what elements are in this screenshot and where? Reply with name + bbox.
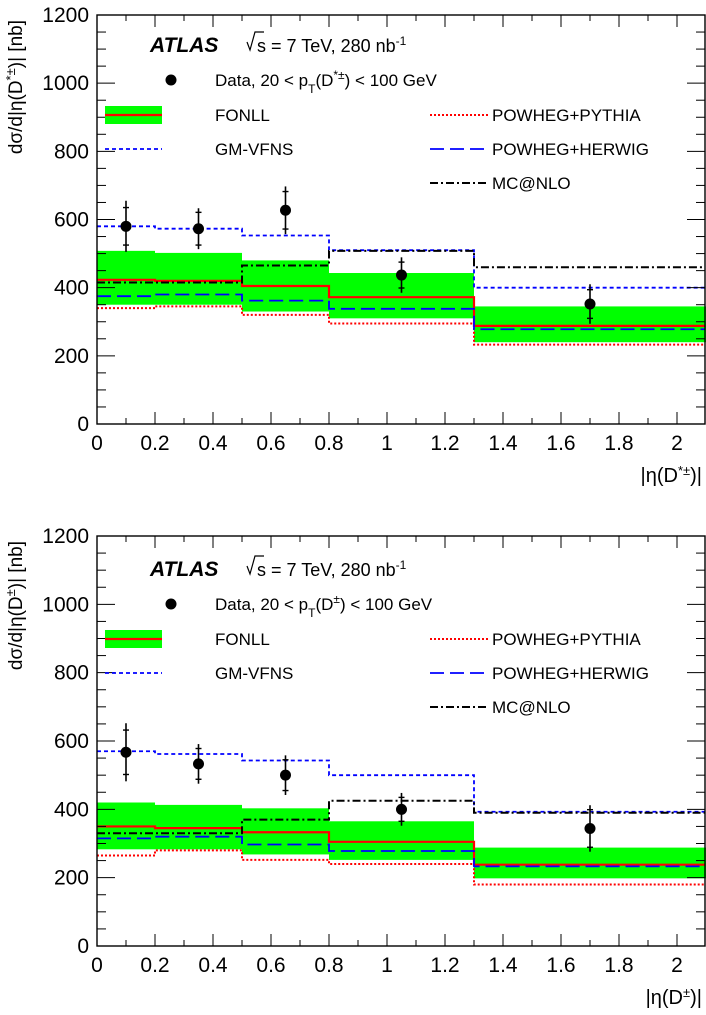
- fonll-uncertainty-band: [155, 253, 242, 305]
- energy-label-text: s = 7 TeV, 280 nb: [257, 36, 396, 56]
- x-axis-label-text: |η(D: [641, 465, 678, 487]
- x-axis-label-text: )|: [690, 465, 702, 487]
- y-axis-label-text: )| [nb]: [6, 541, 27, 589]
- data-point: [121, 221, 132, 232]
- x-tick-label: 0: [91, 432, 103, 455]
- x-tick-label: 0.6: [256, 954, 285, 977]
- x-tick-label: 1.8: [604, 432, 633, 455]
- x-axis-label-text: |η(D: [646, 987, 683, 1009]
- x-tick-label: 0.2: [140, 954, 169, 977]
- legend-data-sup: *±: [333, 68, 345, 82]
- experiment-label: ATLAS: [149, 558, 218, 581]
- data-point: [585, 299, 596, 310]
- y-tick-label: 400: [54, 277, 89, 300]
- energy-label: s = 7 TeV, 280 nb-1: [257, 558, 407, 580]
- x-tick-label: 1.2: [430, 432, 459, 455]
- legend-data-text: ) < 100 GeV: [345, 71, 438, 90]
- y-tick-label: 1000: [42, 72, 89, 95]
- x-axis-label: |η(D±)|: [646, 985, 702, 1010]
- fonll-uncertainty-band: [329, 821, 474, 860]
- x-tick-label: 1: [381, 954, 393, 977]
- x-tick-label: 2: [671, 432, 683, 455]
- fonll-uncertainty-band: [474, 848, 706, 879]
- legend-data-label: Data, 20 < pT(D±) < 100 GeV: [215, 592, 433, 620]
- x-tick-label: 1.4: [488, 954, 518, 977]
- legend-data-text: ) < 100 GeV: [340, 595, 433, 614]
- legend-label-powheg-herwig: POWHEG+HERWIG: [492, 664, 649, 683]
- data-point: [396, 270, 407, 281]
- chart-panel-dstar: 0 0.2 0.4 0.6 0.8 1 1.2 1.4 1.6 1.8 2 0 200 400 600 800…: [3, 4, 706, 487]
- legend-data-marker: [166, 75, 177, 86]
- x-tick-label: 1.4: [488, 432, 518, 455]
- legend-label-mc-nlo: MC@NLO: [492, 174, 571, 193]
- legend-data-text: Data, 20 < p: [215, 71, 308, 90]
- y-axis-label-text: dσ/d|η(D: [6, 80, 27, 154]
- energy-label-sup: -1: [396, 558, 407, 572]
- legend-label-gm-vfns: GM-VFNS: [215, 140, 293, 159]
- y-tick-label: 200: [54, 867, 89, 890]
- y-axis-label-text: dσ/d|η(D: [6, 596, 27, 670]
- y-axis-label-sup: ±: [3, 589, 18, 596]
- y-tick-label: 0: [77, 413, 89, 436]
- legend-data-marker: [166, 599, 177, 610]
- x-tick-label: 1.6: [546, 432, 575, 455]
- legend-label-fonll: FONLL: [215, 106, 270, 125]
- y-tick-label: 800: [54, 140, 89, 163]
- energy-label-sup: -1: [396, 34, 407, 48]
- x-tick-label: 0.2: [140, 432, 169, 455]
- y-tick-label: 800: [54, 662, 89, 685]
- legend-label-fonll: FONLL: [215, 630, 270, 649]
- y-tick-label: 200: [54, 345, 89, 368]
- y-tick-label: 1000: [42, 593, 89, 616]
- x-tick-label: 0.8: [314, 432, 343, 455]
- data-point: [396, 804, 407, 815]
- x-tick-label: 1.2: [430, 954, 459, 977]
- legend-label-powheg-herwig: POWHEG+HERWIG: [492, 140, 649, 159]
- y-tick-label: 400: [54, 798, 89, 821]
- experiment-label: ATLAS: [149, 34, 218, 57]
- chart-panel-dplus: 0 0.2 0.4 0.6 0.8 1 1.2 1.4 1.6 1.8 2 0 200 400 600 800…: [3, 525, 706, 1009]
- x-axis-label-sup: *±: [678, 463, 690, 478]
- y-axis-label: dσ/d|η(D*±)| [nb]: [3, 20, 28, 154]
- y-tick-label: 1200: [42, 4, 89, 27]
- energy-label-text: s = 7 TeV, 280 nb: [257, 560, 396, 580]
- legend-data-text: Data, 20 < p: [215, 595, 308, 614]
- x-tick-label: 0: [91, 954, 103, 977]
- x-axis-label: |η(D*±)|: [641, 463, 702, 488]
- x-tick-label: 2: [671, 954, 683, 977]
- data-point: [193, 758, 204, 769]
- data-point: [280, 205, 291, 216]
- y-tick-label: 600: [54, 209, 89, 232]
- energy-label: s = 7 TeV, 280 nb-1: [257, 34, 407, 56]
- y-tick-label: 1200: [42, 525, 89, 548]
- data-point: [121, 747, 132, 758]
- legend-data-text: (D: [315, 71, 333, 90]
- y-axis-label-text: )| [nb]: [6, 20, 27, 68]
- x-tick-label: 1.8: [604, 954, 633, 977]
- x-tick-label: 0.4: [198, 432, 228, 455]
- x-tick-label: 0.6: [256, 432, 285, 455]
- y-axis-label-sup: *±: [3, 68, 18, 80]
- x-tick-label: 0.8: [314, 954, 343, 977]
- legend-data-text: (D: [315, 595, 333, 614]
- data-point: [280, 770, 291, 781]
- legend-label-mc-nlo: MC@NLO: [492, 698, 571, 717]
- x-axis-label-text: )|: [690, 987, 702, 1009]
- legend-label-powheg-pythia: POWHEG+PYTHIA: [492, 106, 641, 125]
- legend-label-gm-vfns: GM-VFNS: [215, 664, 293, 683]
- x-tick-label: 1: [381, 432, 393, 455]
- legend-data-label: Data, 20 < pT(D*±) < 100 GeV: [215, 68, 437, 96]
- x-tick-label: 1.6: [546, 954, 575, 977]
- data-point: [193, 223, 204, 234]
- y-tick-label: 0: [77, 935, 89, 958]
- x-tick-label: 0.4: [198, 954, 228, 977]
- legend-label-powheg-pythia: POWHEG+PYTHIA: [492, 630, 641, 649]
- data-point: [585, 823, 596, 834]
- y-tick-label: 600: [54, 730, 89, 753]
- x-axis-label-sup: ±: [683, 985, 690, 1000]
- y-axis-label: dσ/d|η(D±)| [nb]: [3, 541, 28, 670]
